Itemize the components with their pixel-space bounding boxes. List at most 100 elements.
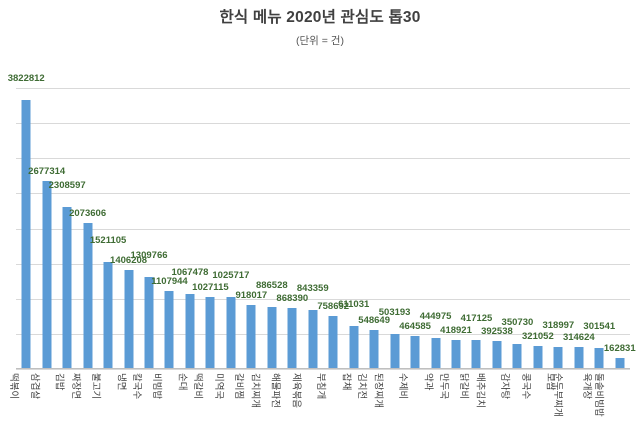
bar[interactable] (62, 206, 72, 369)
bar-value-label: 758692 (317, 300, 350, 312)
gridline (16, 333, 630, 335)
bar-value-label: 418921 (440, 324, 472, 336)
bar-slot: 464585 (399, 88, 431, 369)
x-axis-label: 잡채 (339, 373, 351, 391)
bar[interactable] (124, 270, 134, 369)
x-axis-label-text: 미역국 (212, 373, 224, 400)
bar[interactable] (451, 339, 461, 369)
bar-slot: 503193 (379, 88, 410, 369)
gridline (16, 88, 630, 89)
x-axis-label-text: 배추김치 (474, 373, 486, 408)
x-axis-label-text: 떡볶이 (8, 373, 20, 400)
bar-slot: 1406208 (110, 88, 147, 369)
bar-slot: 1067478 (171, 88, 208, 369)
x-axis-label-text: 갈비찜 (233, 373, 245, 400)
bar-value-label: 611031 (338, 299, 370, 311)
bar-slot: 314624 (563, 88, 595, 369)
x-axis-label-text: 된장찌개 (372, 373, 384, 408)
bar[interactable] (226, 296, 236, 369)
bar-value-label: 392538 (481, 326, 513, 338)
bar-value-label: 548649 (358, 315, 390, 327)
x-axis-labels: 떡볶이 삼겹살 김밥 짜장면 불고기 냉면 칼국수 비빔밥 순대 떡갈비 미역국 갈비찜 김치찌개 해물파… (8, 371, 630, 435)
x-axis-label: 배추김치 (474, 373, 486, 408)
bar-value-label: 1067478 (171, 267, 209, 279)
x-axis-label-text: 해물파전 (269, 373, 281, 408)
bar[interactable] (308, 309, 318, 369)
x-axis-label: 떡갈비 (192, 373, 203, 399)
bar-value-label: 417125 (460, 312, 493, 324)
bar[interactable] (410, 336, 420, 369)
gridline (16, 228, 630, 230)
bar-slot: 1521105 (90, 88, 126, 369)
x-axis-label-text: 짜장면 (69, 373, 81, 400)
bar-value-label: 1309766 (130, 250, 168, 261)
x-axis-line (16, 368, 630, 369)
bar[interactable] (267, 306, 277, 369)
chart-subtitle: (단위 = 건) (296, 35, 344, 47)
bar[interactable] (42, 180, 52, 369)
x-axis-label: 냉면 (114, 373, 126, 391)
bar[interactable] (615, 357, 625, 369)
x-axis-label-text: 순대 (176, 373, 188, 391)
bar[interactable] (185, 294, 195, 369)
x-axis-label-text: 순두부찌개 (551, 373, 563, 417)
x-axis-label-text: 닭갈비 (458, 373, 470, 400)
x-axis-label-text: 냉면 (114, 373, 126, 391)
bar[interactable] (144, 277, 154, 369)
bar[interactable] (21, 100, 31, 369)
bar-slot: 886528 (256, 88, 288, 369)
bar[interactable] (512, 344, 522, 369)
bar-slot: 611031 (338, 88, 369, 369)
x-axis-label: 떡볶이 (8, 373, 20, 400)
x-axis-label-text: 약과 (421, 373, 433, 391)
bar[interactable] (574, 346, 584, 369)
bar-slot: 2073606 (69, 88, 106, 369)
bar[interactable] (103, 262, 113, 369)
bar-slot: 444975 (420, 88, 451, 369)
bar-value-label: 444975 (419, 310, 452, 322)
x-axis-label-text: 만두국 (437, 373, 449, 400)
bar[interactable] (471, 339, 481, 369)
bar[interactable] (390, 333, 400, 369)
x-axis-label: 순두부찌개 (551, 373, 563, 417)
bar-value-label: 464585 (399, 321, 431, 333)
bar-value-label: 918017 (235, 289, 268, 301)
bar[interactable] (205, 296, 215, 369)
bar-series: 3822812 2677314 2308597 2073606 1521105 14062… (8, 73, 636, 369)
bar[interactable] (328, 315, 338, 369)
x-axis-label: 해물파전 (269, 373, 281, 408)
bar-slot: 548649 (358, 88, 390, 369)
bar[interactable] (492, 341, 502, 369)
x-axis-label: 감자탕 (499, 373, 510, 399)
bar-value-label: 318997 (542, 319, 575, 331)
x-axis-label-text: 김치찌개 (249, 373, 261, 408)
bar[interactable] (287, 308, 297, 369)
bar-value-label: 1521105 (89, 235, 127, 247)
bar-slot: 1025717 (212, 88, 249, 369)
bar-slot: 350730 (502, 88, 533, 369)
bar[interactable] (349, 326, 359, 369)
x-axis-label: 김치찌개 (249, 373, 261, 408)
x-axis-label-slot: 돌솥비빔밥 (593, 371, 630, 435)
x-axis-label-text: 잡채 (339, 373, 351, 391)
bar-value-label: 1027115 (192, 281, 229, 293)
x-axis-label: 된장찌개 (372, 373, 384, 408)
bar[interactable] (246, 304, 256, 369)
bar[interactable] (431, 337, 441, 369)
bar[interactable] (553, 346, 563, 369)
bar[interactable] (83, 223, 93, 369)
gridline (16, 193, 630, 195)
bar[interactable] (164, 291, 174, 369)
x-axis-label-text: 비빔밥 (151, 373, 163, 400)
bar[interactable] (594, 347, 604, 369)
bar[interactable] (369, 330, 379, 369)
x-axis-label: 만두국 (437, 373, 449, 400)
x-axis-label: 부침개 (315, 373, 327, 400)
bar-slot: 2677314 (28, 88, 65, 369)
bar-value-label: 1107944 (151, 276, 188, 288)
x-axis-label-text: 불고기 (89, 373, 101, 400)
bar[interactable] (533, 346, 543, 369)
x-axis-label-text: 부침개 (315, 373, 327, 400)
x-axis-label: 닭갈비 (458, 373, 470, 400)
x-axis-label: 약과 (421, 373, 433, 391)
